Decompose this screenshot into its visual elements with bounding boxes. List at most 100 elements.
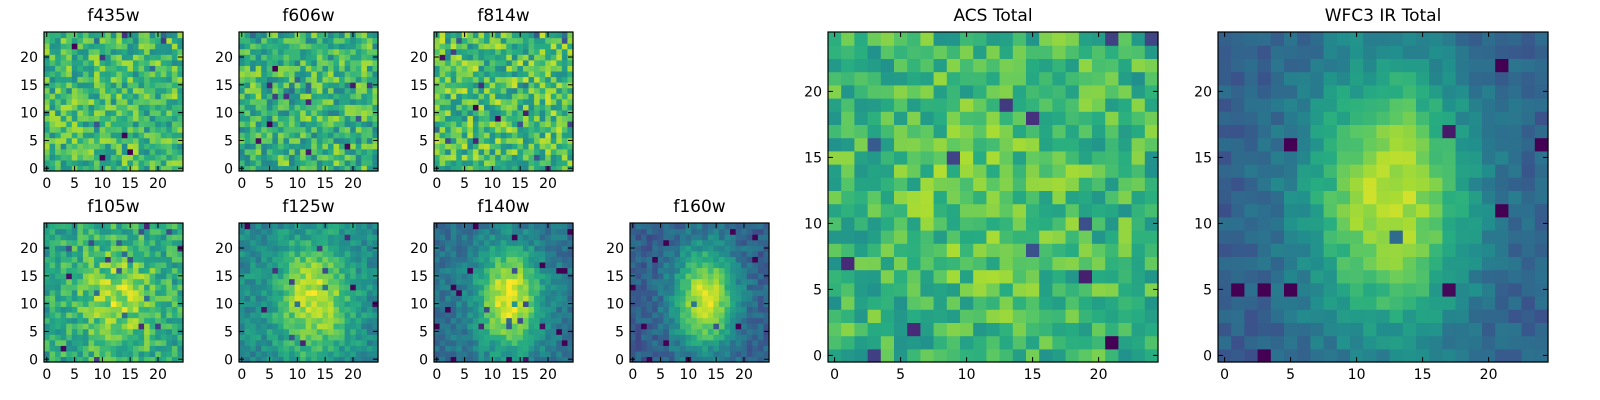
heatmap-cell <box>561 278 569 285</box>
heatmap-cell <box>132 165 140 172</box>
heatmap-cell <box>478 323 485 330</box>
heatmap-cell <box>550 278 557 285</box>
heatmap-cell <box>77 120 84 128</box>
heatmap-cell <box>445 87 452 94</box>
heatmap-cell <box>641 345 648 352</box>
heatmap-cell <box>149 76 156 83</box>
heatmap-cell <box>160 87 167 94</box>
heatmap-cell <box>294 228 301 235</box>
heatmap-cell <box>561 350 569 358</box>
heatmap-cell <box>752 311 759 319</box>
heatmap-cell <box>355 143 362 150</box>
heatmap-cell <box>144 334 151 341</box>
heatmap-cell <box>920 348 935 363</box>
heatmap-cell <box>567 317 574 324</box>
heatmap-cell <box>272 223 279 230</box>
heatmap-cell <box>294 159 301 167</box>
heatmap-cell <box>344 137 351 144</box>
heatmap-cell <box>713 273 720 280</box>
heatmap-cell <box>567 98 574 105</box>
heatmap-cell <box>556 59 563 66</box>
heatmap-cell <box>160 54 167 61</box>
heatmap-cell <box>99 239 106 246</box>
heatmap-cell <box>511 261 518 269</box>
heatmap-cell <box>445 328 452 335</box>
heatmap-cell <box>361 273 368 280</box>
heatmap-cell <box>239 93 246 100</box>
heatmap-cell <box>450 70 457 78</box>
heatmap-cell <box>434 115 441 122</box>
heatmap-cell <box>344 250 351 257</box>
heatmap-cell <box>272 311 279 319</box>
heatmap-cell <box>121 256 128 263</box>
heatmap-cell <box>556 306 563 313</box>
heatmap-cell <box>138 137 145 144</box>
heatmap-cell <box>467 328 474 335</box>
heatmap-cell <box>300 159 307 167</box>
heatmap-cell <box>439 154 446 161</box>
heatmap-cell <box>138 120 145 128</box>
heatmap-cell <box>933 177 948 191</box>
heatmap-cell <box>44 132 51 139</box>
heatmap-cell <box>311 70 318 78</box>
heatmap-cell <box>99 104 106 111</box>
heatmap-cell <box>311 82 318 89</box>
heatmap-cell <box>691 306 698 313</box>
heatmap-cell <box>60 120 67 128</box>
heatmap-cell <box>294 59 301 66</box>
heatmap-cell <box>630 323 637 330</box>
heatmap-cell <box>160 154 167 161</box>
heatmap-cell <box>707 345 714 352</box>
heatmap-cell <box>82 256 90 263</box>
heatmap-cell <box>66 239 73 246</box>
heatmap-cell <box>355 54 362 61</box>
heatmap-cell <box>506 228 513 235</box>
heatmap-cell <box>261 76 268 83</box>
heatmap-cell <box>445 284 452 291</box>
heatmap-cell <box>366 261 374 269</box>
heatmap-cell <box>730 234 737 241</box>
heatmap-cell <box>300 59 307 66</box>
heatmap-cell <box>696 356 703 363</box>
heatmap-cell <box>66 323 73 330</box>
heatmap-cell <box>177 284 184 291</box>
heatmap-cell <box>999 335 1014 350</box>
heatmap-cell <box>472 109 480 116</box>
heatmap-cell <box>867 322 882 337</box>
heatmap-cell <box>630 345 637 352</box>
heatmap-cell <box>255 261 262 269</box>
heatmap-cell <box>239 317 246 324</box>
heatmap-cell <box>539 82 546 89</box>
heatmap-cell <box>735 261 742 269</box>
heatmap-cell <box>702 300 709 307</box>
heatmap-cell <box>105 228 112 235</box>
heatmap-cell <box>472 339 480 346</box>
heatmap-cell <box>339 350 346 358</box>
heatmap-cell <box>933 190 948 205</box>
heatmap-cell <box>55 323 62 330</box>
heatmap-cell <box>641 228 648 235</box>
heatmap-cell <box>77 137 84 144</box>
heatmap-cell <box>1092 335 1106 350</box>
heatmap-cell <box>350 148 357 155</box>
heatmap-cell <box>973 243 987 257</box>
heatmap-cell <box>550 273 557 280</box>
heatmap-cell <box>372 70 379 78</box>
heatmap-cell <box>289 87 296 94</box>
heatmap-cell <box>333 109 340 116</box>
heatmap-cell <box>127 76 134 83</box>
y-tick-label: 15 <box>20 269 38 285</box>
heatmap-cell <box>277 154 285 161</box>
heatmap-cell <box>894 282 908 297</box>
heatmap-cell <box>88 284 95 291</box>
heatmap-cell <box>854 269 869 284</box>
heatmap-cell <box>316 339 323 346</box>
panel-f435w: f435w 0 5 10 15 20 0 5 10 15 20 <box>20 6 184 192</box>
heatmap-cell <box>355 87 362 94</box>
heatmap-cell <box>277 311 285 319</box>
heatmap-cell <box>322 245 329 252</box>
heatmap-cell <box>166 120 173 128</box>
heatmap-cell <box>1105 243 1119 257</box>
heatmap-cell <box>294 311 301 319</box>
heatmap-cell <box>294 93 301 100</box>
